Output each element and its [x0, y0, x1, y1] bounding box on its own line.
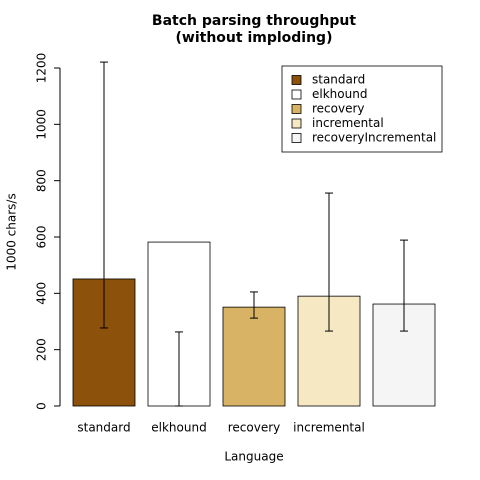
y-tick-label: 1000 — [35, 109, 49, 140]
legend-label: recovery — [312, 102, 365, 116]
x-tick-label: recovery — [228, 421, 281, 435]
x-tick-label: standard — [77, 421, 130, 435]
legend-label: incremental — [312, 116, 384, 130]
legend-swatch — [291, 104, 302, 114]
chart-subtitle: (without imploding) — [176, 30, 333, 46]
legend-box — [281, 65, 443, 153]
legend-swatch — [291, 89, 302, 100]
x-tick-label: elkhound — [151, 421, 206, 435]
y-tick-label: 1200 — [35, 53, 49, 84]
legend-swatch — [291, 75, 302, 85]
legend-swatch — [291, 118, 302, 129]
y-tick-label: 400 — [35, 282, 49, 305]
legend-label: standard — [312, 73, 365, 87]
x-tick-label: incremental — [293, 421, 365, 435]
chart-title: Batch parsing throughput — [152, 13, 356, 29]
y-axis-title: 1000 chars/s — [5, 193, 19, 270]
bar — [222, 306, 286, 407]
x-axis-title: Language — [224, 450, 283, 464]
legend-label: recoveryIncremental — [312, 131, 436, 145]
y-tick-label: 200 — [35, 338, 49, 361]
y-tick-label: 600 — [35, 226, 49, 249]
bar — [372, 303, 436, 407]
y-tick-label: 800 — [35, 169, 49, 192]
legend-label: elkhound — [312, 87, 367, 101]
y-tick-label: 0 — [35, 402, 49, 410]
legend-swatch — [291, 133, 302, 143]
